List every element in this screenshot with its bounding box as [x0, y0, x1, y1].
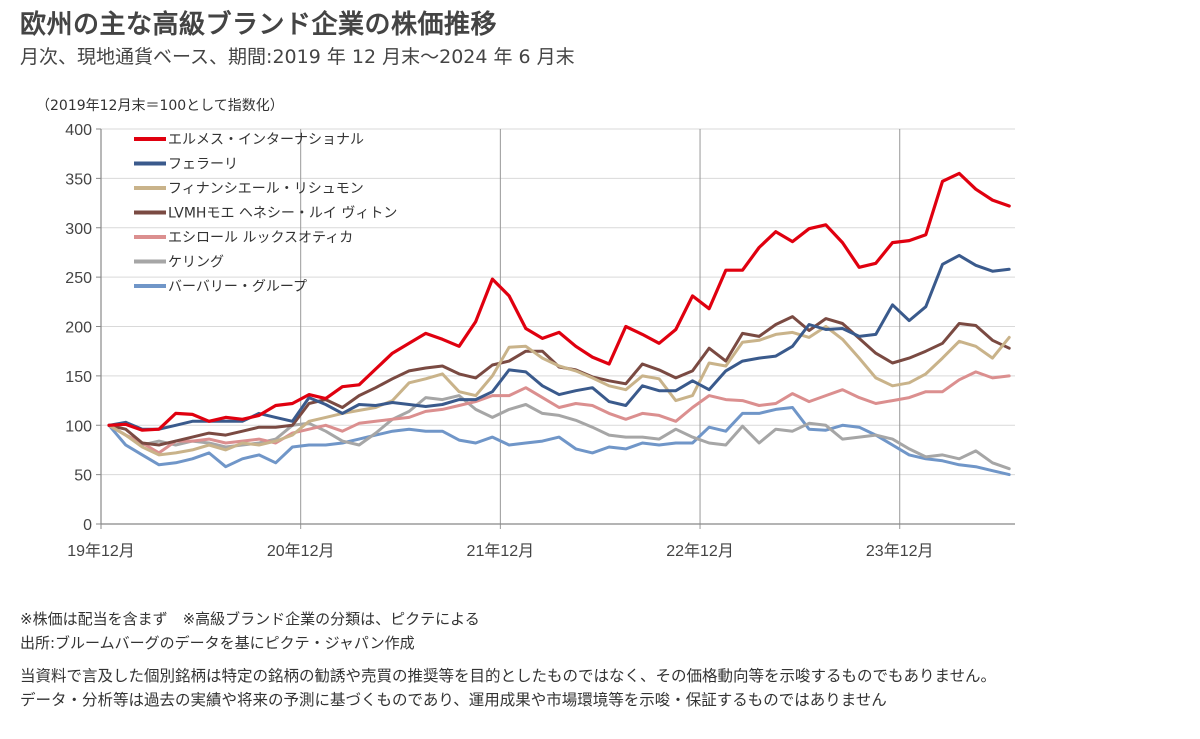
gridlines — [101, 128, 1015, 529]
y-tick-label: 400 — [65, 122, 92, 139]
disclaimer-line-2: データ・分析等は過去の実績や将来の予測に基づくものであり、運用成果や市場環境等を… — [20, 691, 887, 709]
y-tick-label: 350 — [65, 171, 92, 188]
y-axis-unit-label: （2019年12月末＝100として指数化） — [36, 98, 284, 114]
line-chart: 0 50 100 150 200 250 300 350 400 19年12月 20年12月 21年1… — [65, 122, 1015, 560]
series-lines — [107, 171, 1011, 477]
disclaimer-line-1: 当資料で言及した個別銘柄は特定の銘柄の勧誘や売買の推奨等を目的としたものではなく… — [20, 667, 997, 685]
series-line-4 — [107, 370, 1011, 455]
legend-label: ケリング — [168, 255, 224, 271]
legend-label: エルメス・インターナショナル — [168, 132, 364, 148]
legend-label: バーバリー・グループ — [168, 279, 307, 295]
series-line-2 — [107, 325, 1011, 457]
y-tick-label: 50 — [74, 468, 92, 485]
legend-label: エシロール ルックスオティカ — [168, 230, 353, 246]
y-tick-label: 300 — [65, 221, 92, 238]
chart-subtitle: 月次、現地通貨ベース、期間:2019 年 12 月末～2024 年 6 月末 — [20, 46, 575, 68]
series-line-6 — [107, 406, 1011, 477]
series-line-1 — [107, 253, 1011, 431]
y-tick-label: 0 — [83, 517, 92, 534]
series-line-0 — [107, 171, 1011, 432]
axes: 0 50 100 150 200 250 300 350 400 19年12月 20年12月 21年1… — [65, 122, 1015, 560]
legend-label: フェラーリ — [168, 157, 238, 173]
source-note: 出所:ブルームバーグのデータを基にピクテ・ジャパン作成 — [20, 634, 415, 652]
y-tick-label: 150 — [65, 369, 92, 386]
x-tick-label: 23年12月 — [866, 542, 934, 560]
x-tick-label: 22年12月 — [666, 542, 734, 560]
footnote-dividends: ※株価は配当を含まず ※高級ブランド企業の分類は、ピクテによる — [20, 610, 480, 628]
x-tick-label: 21年12月 — [467, 542, 535, 560]
x-tick-label: 20年12月 — [267, 542, 335, 560]
legend-label: LVMHモエ ヘネシー・ルイ ヴィトン — [168, 205, 397, 222]
series-line-5 — [107, 394, 1011, 471]
y-tick-label: 200 — [65, 320, 92, 337]
x-tick-label: 19年12月 — [67, 542, 135, 560]
y-tick-label: 100 — [65, 418, 92, 435]
legend-label: フィナンシエール・リシュモン — [168, 181, 364, 197]
y-tick-label: 250 — [65, 270, 92, 287]
chart-title: 欧州の主な高級ブランド企業の株価推移 — [20, 10, 498, 40]
